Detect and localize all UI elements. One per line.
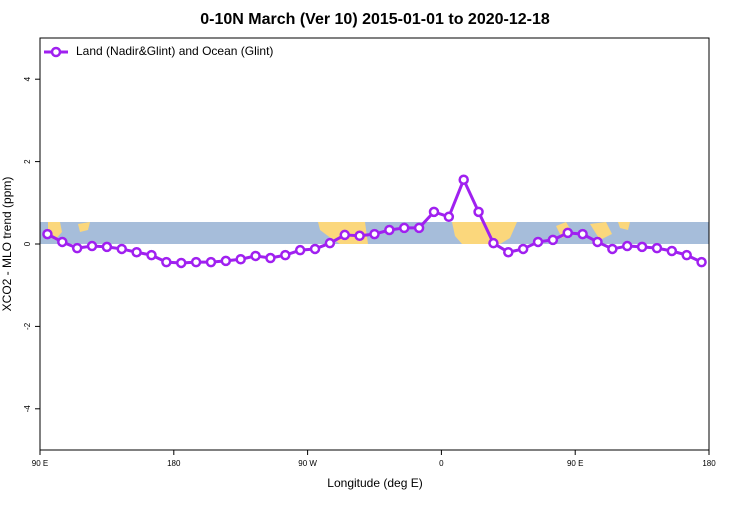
- data-point: [205, 256, 217, 268]
- data-point: [577, 228, 588, 240]
- data-point: [369, 228, 380, 240]
- chart-title: 0-10N March (Ver 10) 2015-01-01 to 2020-…: [200, 11, 550, 28]
- land: [590, 222, 612, 240]
- y-tick-label: 4: [23, 76, 32, 81]
- data-point: [250, 250, 261, 262]
- data-point: [131, 246, 142, 258]
- x-tick-label: 90 W: [298, 459, 317, 468]
- x-axis-label: Longitude (deg E): [327, 476, 422, 490]
- data-point: [621, 240, 633, 252]
- data-point: [116, 243, 128, 255]
- x-tick-label: 180: [702, 459, 716, 468]
- data-point: [458, 174, 469, 185]
- data-point: [86, 240, 98, 252]
- data-point: [265, 252, 276, 264]
- data-point: [57, 236, 68, 248]
- data-point: [636, 241, 648, 253]
- data-point: [532, 236, 544, 248]
- data-point: [517, 243, 529, 255]
- y-tick-label: -2: [23, 322, 32, 330]
- data-point: [309, 243, 321, 255]
- land: [78, 222, 90, 232]
- x-tick-label: 90 E: [567, 459, 583, 468]
- data-point: [488, 237, 499, 249]
- data-point: [101, 241, 113, 253]
- data-point: [175, 257, 187, 269]
- data-point: [235, 253, 246, 265]
- land: [618, 222, 630, 230]
- data-point: [294, 244, 306, 256]
- data-point: [443, 211, 455, 223]
- data-line: [46, 178, 703, 265]
- data-point: [681, 249, 692, 261]
- data-point: [398, 222, 410, 234]
- x-tick-label: 90 E: [32, 459, 48, 468]
- y-tick-label: -4: [23, 405, 32, 413]
- data-point: [562, 227, 574, 239]
- data-point: [190, 256, 202, 268]
- data-point: [146, 249, 157, 261]
- x-tick-label: 180: [167, 459, 181, 468]
- data-point: [503, 246, 514, 258]
- data-point: [696, 256, 707, 268]
- data-point: [473, 206, 484, 218]
- data-point: [280, 249, 291, 261]
- legend-label: Land (Nadir&Glint) and Ocean (Glint): [76, 44, 273, 58]
- legend-marker: [50, 46, 62, 58]
- data-point: [42, 228, 53, 240]
- y-axis-label: XCO2 - MLO trend (ppm): [0, 177, 14, 312]
- data-point: [339, 229, 351, 241]
- data-point: [220, 255, 232, 267]
- data-point: [71, 242, 83, 254]
- data-point: [354, 230, 365, 242]
- data-point: [161, 256, 172, 268]
- x-tick-label: 0: [439, 459, 444, 468]
- data-point: [324, 237, 336, 249]
- y-tick-label: 0: [23, 241, 32, 246]
- y-tick-label: 2: [23, 159, 32, 164]
- data-point: [666, 245, 678, 257]
- data-point: [384, 224, 395, 236]
- data-point: [651, 242, 663, 254]
- data-point: [547, 234, 559, 246]
- data-point: [413, 222, 425, 234]
- data-point: [428, 206, 440, 218]
- data-point: [592, 236, 603, 248]
- data-point: [607, 243, 618, 255]
- land: [452, 222, 517, 244]
